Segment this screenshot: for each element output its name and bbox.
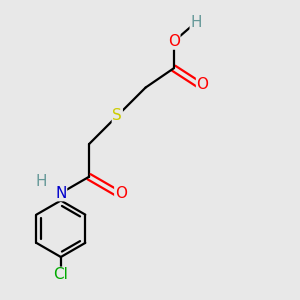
Text: Cl: Cl: [53, 267, 68, 282]
Text: O: O: [168, 34, 180, 49]
Text: N: N: [55, 186, 67, 201]
Text: S: S: [112, 108, 122, 123]
Text: H: H: [190, 15, 202, 30]
Text: H: H: [36, 174, 47, 189]
Text: O: O: [196, 77, 208, 92]
Text: O: O: [115, 186, 127, 201]
